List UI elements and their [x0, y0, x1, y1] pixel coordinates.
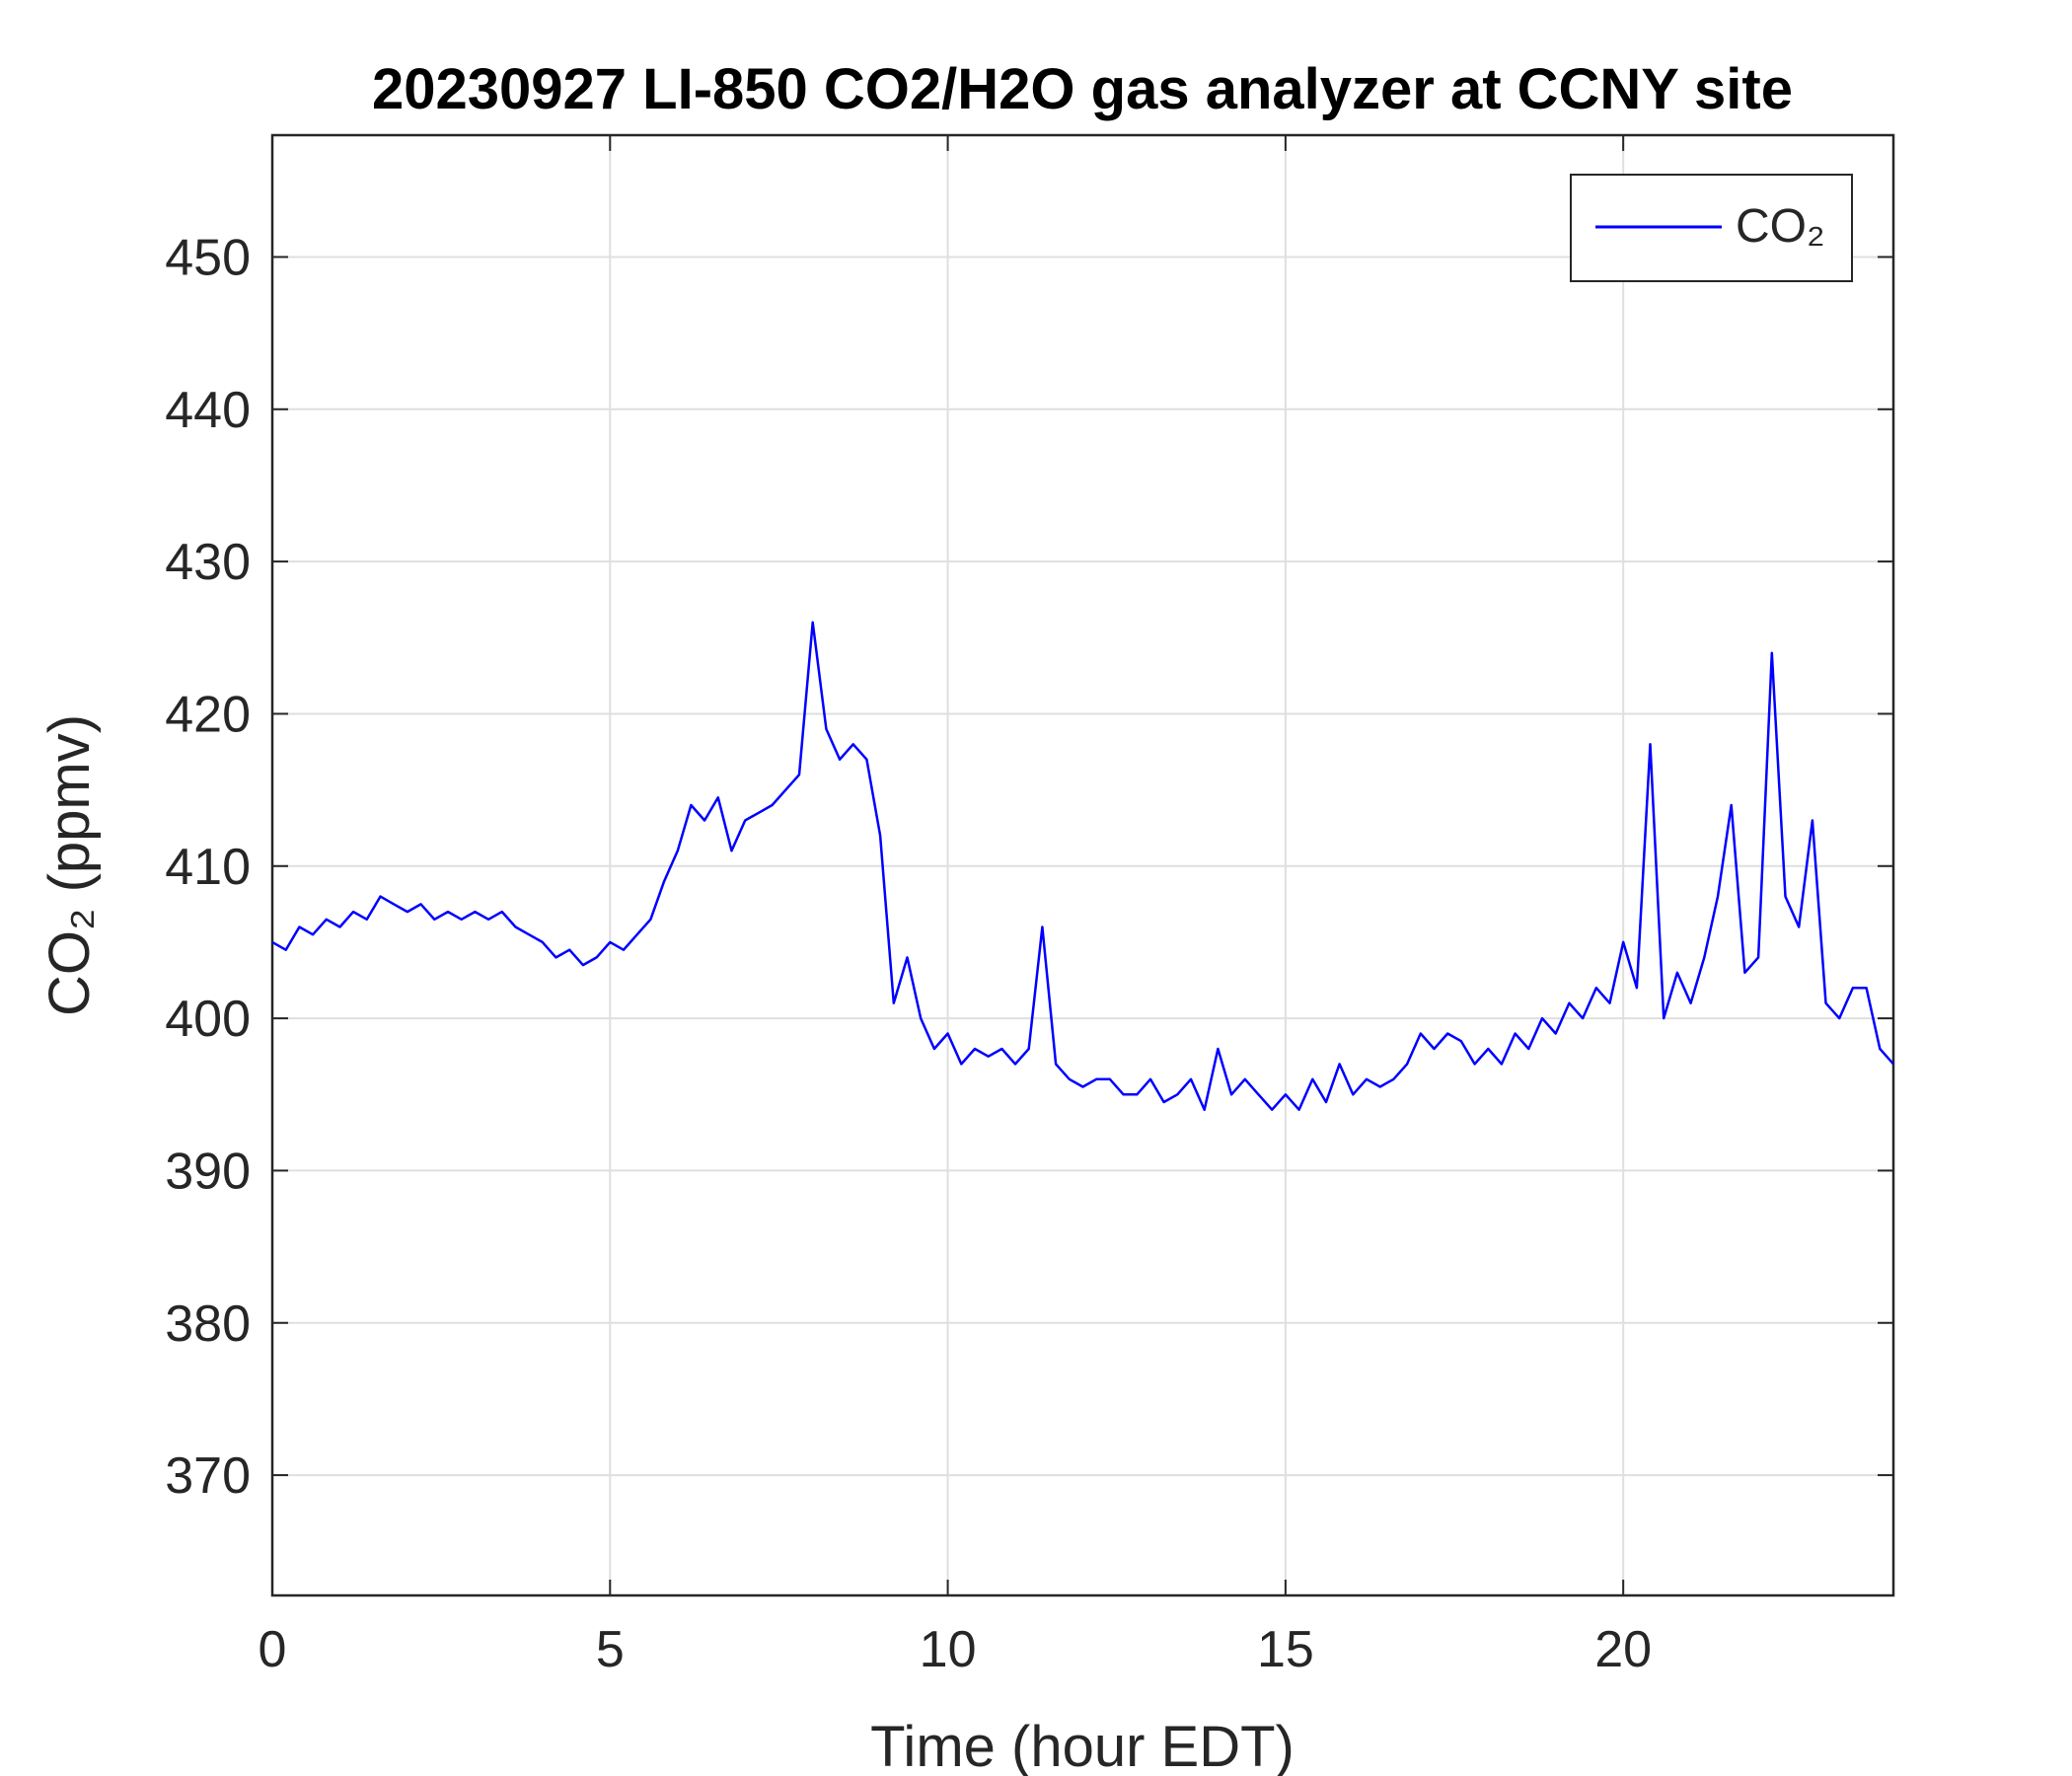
y-axis-label: CO₂ (ppmv) — [37, 714, 102, 1016]
x-tick-label: 0 — [259, 1621, 287, 1678]
y-tick-label: 440 — [165, 382, 251, 439]
x-tick-label: 15 — [1257, 1621, 1314, 1678]
y-tick-label: 430 — [165, 534, 251, 591]
plot-frame — [270, 133, 1895, 1597]
x-axis-label: Time (hour EDT) — [870, 1715, 1295, 1776]
data-line — [271, 621, 1894, 1111]
y-tick-label: 420 — [165, 686, 251, 743]
y-tick-label: 370 — [165, 1447, 251, 1505]
y-tick-label: 390 — [165, 1143, 251, 1200]
legend-label: CO₂ — [1736, 200, 1825, 253]
y-tick-label: 450 — [165, 229, 251, 286]
y-tick-label: 380 — [165, 1295, 251, 1353]
y-tick-label: 400 — [165, 991, 251, 1048]
x-tick-label: 10 — [920, 1621, 977, 1678]
y-tick-label: 410 — [165, 839, 251, 896]
chart-title: 20230927 LI-850 CO2/H2O gas analyzer at … — [372, 57, 1793, 121]
x-tick-label: 5 — [596, 1621, 625, 1678]
x-tick-label: 20 — [1594, 1621, 1652, 1678]
